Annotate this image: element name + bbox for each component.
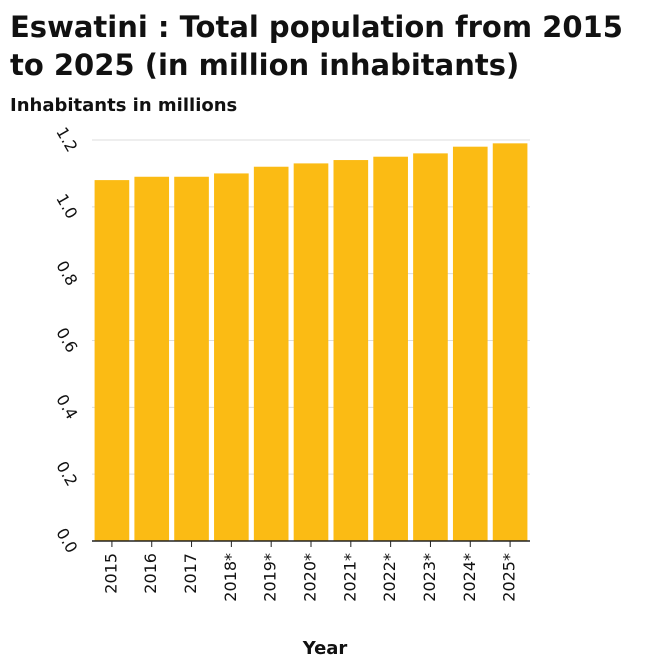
x-tick-label: 2023* — [420, 553, 439, 602]
y-tick-label: 0.4 — [52, 391, 81, 423]
x-axis-label: Year — [302, 638, 348, 659]
x-tick-label: 2025* — [500, 553, 519, 602]
bar — [333, 160, 369, 542]
y-tick-labels: 0.0 0.2 0.4 0.6 0.8 1.0 1.2 — [52, 124, 81, 557]
bar — [174, 176, 209, 541]
bar — [492, 143, 528, 541]
x-tick-label: 2022* — [380, 553, 399, 602]
y-tick-label: 1.2 — [52, 124, 81, 156]
bar — [94, 180, 130, 541]
x-tick-labels: 2015 2016 2017 2018* 2019* 2020* 2021* 2022* 202… — [101, 541, 519, 602]
x-tick-label: 2015 — [101, 553, 120, 594]
y-tick-label: 0.8 — [52, 257, 81, 289]
x-tick-label: 2018* — [221, 553, 240, 602]
bar — [214, 173, 249, 541]
bar — [373, 156, 408, 542]
x-tick-label: 2017 — [181, 553, 200, 594]
bar — [452, 146, 488, 541]
y-tick-label: 0.2 — [52, 458, 81, 490]
chart-title: Eswatini : Total population from 2015 to… — [10, 10, 623, 82]
x-tick-label: 2021* — [340, 553, 359, 602]
y-tick-label: 0.6 — [52, 324, 81, 356]
bar — [253, 166, 289, 541]
y-axis-label: Inhabitants in millions — [10, 95, 238, 116]
bar — [293, 163, 329, 541]
x-tick-label: 2019* — [261, 553, 280, 602]
bar — [134, 176, 170, 541]
x-tick-label: 2016 — [141, 553, 160, 594]
x-tick-label: 2020* — [301, 553, 320, 602]
y-tick-label: 0.0 — [52, 525, 81, 557]
bar — [413, 153, 448, 541]
x-tick-label: 2024* — [460, 553, 479, 602]
y-tick-label: 1.0 — [52, 191, 81, 223]
bars — [94, 143, 528, 542]
